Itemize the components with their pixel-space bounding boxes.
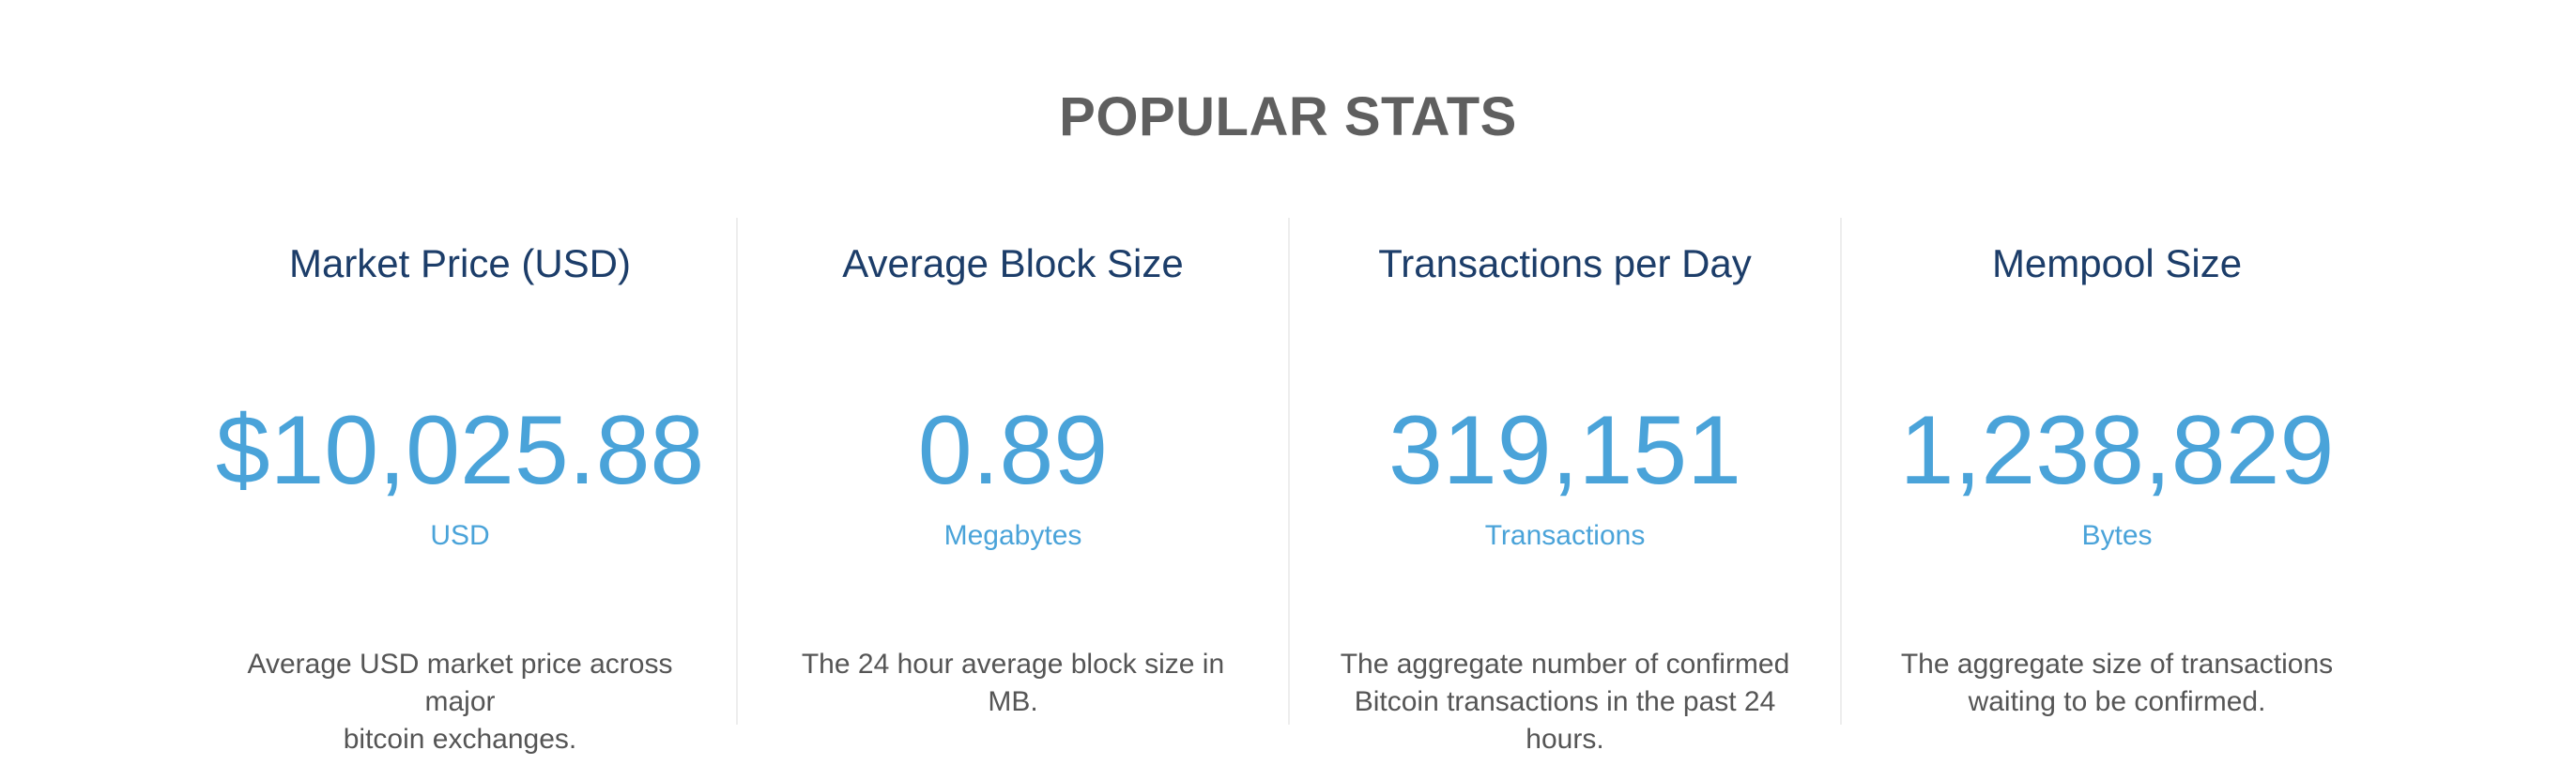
stat-description-line: The 24 hour average block size in MB. [801, 649, 1225, 717]
stat-value: $10,025.88 [215, 396, 705, 505]
stat-title[interactable]: Mempool Size [1991, 241, 2243, 285]
section-title: POPULAR STATS [1059, 86, 1517, 147]
stat-value: 319,151 [1388, 396, 1741, 505]
stat-unit: Bytes [2081, 520, 2153, 551]
stat-value: 1,238,829 [1899, 396, 2335, 505]
stat-title[interactable]: Market Price (USD) [288, 241, 632, 285]
stat-unit: USD [430, 520, 490, 551]
stat-title[interactable]: Average Block Size [842, 241, 1184, 285]
stat-unit: Megabytes [943, 520, 1082, 551]
stat-unit: Transactions [1484, 520, 1646, 551]
stat-description-line: bitcoin exchanges. [343, 724, 577, 755]
stat-description-line: The aggregate size of transactions [1900, 649, 2334, 680]
stat-description: The aggregate size of transactions waiti… [1842, 646, 2392, 721]
stat-description-line: Average USD market price across major [247, 649, 673, 717]
stat-average-block-size: Average Block Size 0.89 Megabytes The 24… [736, 218, 1288, 725]
stat-description: The 24 hour average block size in MB. [738, 646, 1288, 721]
stat-description-line: The aggregate number of confirmed [1340, 649, 1790, 680]
stat-transactions-per-day: Transactions per Day 319,151 Transaction… [1288, 218, 1840, 755]
stat-description: The aggregate number of confirmed Bitcoi… [1290, 646, 1840, 758]
stat-title[interactable]: Transactions per Day [1378, 241, 1752, 285]
stat-description-line: waiting to be confirmed. [1968, 686, 2266, 717]
stat-mempool-size: Mempool Size 1,238,829 Bytes The aggrega… [1840, 218, 2392, 725]
stat-value: 0.89 [917, 396, 1109, 505]
stat-description-line: Bitcoin transactions in the past 24 hour… [1354, 686, 1776, 755]
stat-description: Average USD market price across major bi… [184, 646, 736, 758]
stats-row: Market Price (USD) $10,025.88 USD Averag… [184, 218, 2392, 756]
stat-market-price: Market Price (USD) $10,025.88 USD Averag… [184, 218, 736, 756]
